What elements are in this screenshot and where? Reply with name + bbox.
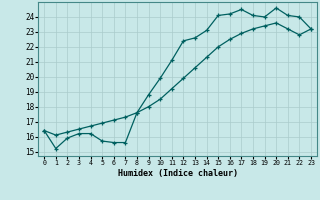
X-axis label: Humidex (Indice chaleur): Humidex (Indice chaleur) [118, 169, 238, 178]
